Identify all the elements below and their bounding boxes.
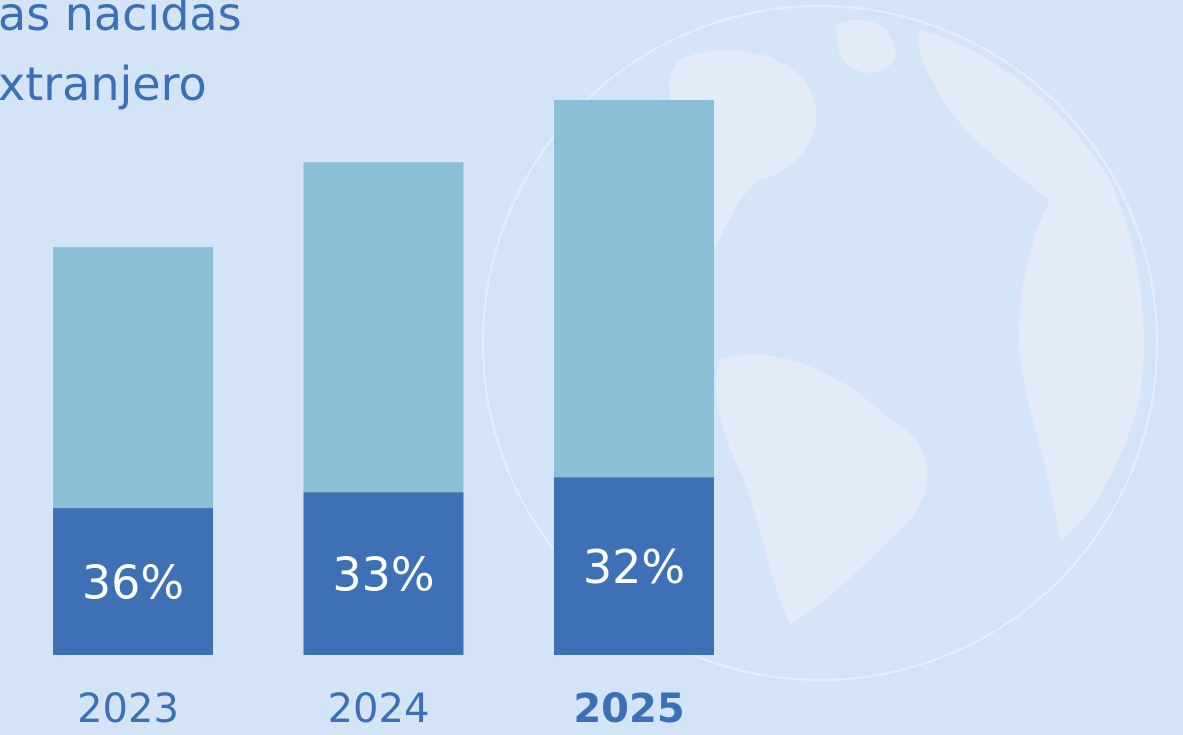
value-label: 33% xyxy=(332,548,434,602)
chart-title: xtranjero xyxy=(0,57,207,111)
value-label: 32% xyxy=(583,540,685,594)
value-label: 36% xyxy=(82,556,184,610)
x-tick-label: 2023 xyxy=(77,686,179,732)
share-bar xyxy=(53,508,213,655)
x-tick-label: 2024 xyxy=(328,686,430,732)
share-bar xyxy=(554,477,714,655)
share-bar xyxy=(303,492,464,655)
x-tick-label: 2025 xyxy=(573,686,684,732)
chart-title: as nacidas xyxy=(0,0,242,41)
